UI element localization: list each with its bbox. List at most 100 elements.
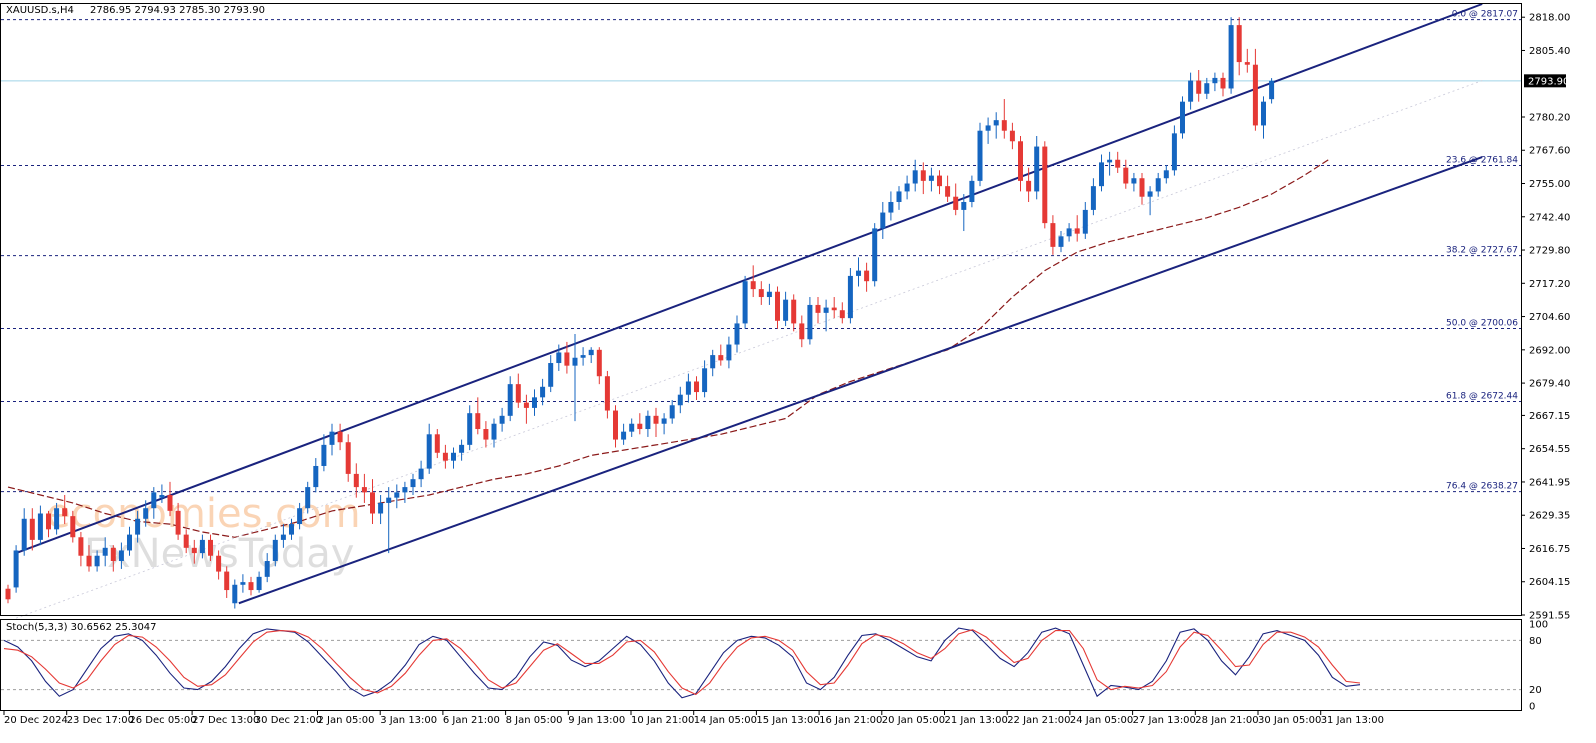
time-tick-label: 8 Jan 05:00 <box>506 715 563 726</box>
candle-body <box>199 539 205 554</box>
fib-level-label: 23.6 @ 2761.84 <box>1446 155 1518 165</box>
candle-body <box>1009 130 1015 142</box>
price-panel[interactable]: 0.0 @ 2817.07 23.6 @ 2761.84 38.2 @ 2727.6… <box>1 3 1521 619</box>
candle <box>1180 96 1185 139</box>
candle-body <box>102 547 108 556</box>
candle <box>183 529 189 554</box>
candle-body <box>94 555 100 567</box>
candle-body <box>831 307 837 311</box>
candle-body <box>1236 25 1242 63</box>
candle-body <box>305 487 311 509</box>
stochastic-axis: 100 80 20 0 <box>1529 620 1548 713</box>
candle <box>1228 17 1234 94</box>
candle-body <box>588 349 594 356</box>
candle <box>775 286 780 329</box>
candle-body <box>945 186 951 197</box>
candle <box>175 502 181 540</box>
candle <box>523 394 529 424</box>
stochastic-lines <box>3 627 1361 699</box>
candle <box>434 429 440 459</box>
candle <box>548 355 554 393</box>
candle <box>937 170 942 195</box>
candle-body <box>572 357 578 366</box>
candle <box>297 502 303 530</box>
candle-body <box>1244 62 1250 65</box>
candle <box>499 407 505 432</box>
candle-body <box>321 444 327 466</box>
time-tick-label: 9 Jan 13:00 <box>568 715 625 726</box>
candle-body <box>216 555 222 572</box>
candle <box>62 495 68 525</box>
candle-body <box>977 130 983 181</box>
candle <box>135 510 141 543</box>
candle-body <box>969 180 975 202</box>
candle <box>604 370 610 419</box>
candle-body <box>750 281 756 290</box>
candle-body <box>54 508 60 530</box>
fib-level-label: 61.8 @ 2672.44 <box>1446 391 1518 401</box>
candle-body <box>280 534 286 540</box>
time-tick-label: 22 Jan 21:00 <box>1007 715 1070 726</box>
candle-body <box>1131 178 1137 184</box>
candle-body <box>1212 77 1218 84</box>
candle <box>888 191 894 221</box>
price-tick-label: 2654.55 <box>1529 444 1570 455</box>
candle <box>1269 78 1275 104</box>
price-tick-label: 2591.55 <box>1529 611 1570 622</box>
candle <box>54 502 60 535</box>
candle-body <box>637 423 643 430</box>
candle-body <box>523 402 529 408</box>
candle-body <box>256 576 262 591</box>
candle-body <box>1220 77 1226 89</box>
stochastic-signal-line <box>3 629 1361 696</box>
candle <box>653 407 659 437</box>
time-tick-label: 30 Dec 21:00 <box>255 715 322 726</box>
price-tick-label: 2692.00 <box>1529 345 1570 356</box>
candle <box>127 526 132 556</box>
candle <box>1252 48 1258 131</box>
price-tick-label: 2767.60 <box>1529 146 1570 157</box>
candle-body <box>175 510 181 535</box>
candle-body <box>29 518 35 540</box>
candle <box>232 579 238 609</box>
price-tick-label: 2616.75 <box>1529 544 1570 555</box>
time-tick-label: 23 Dec 17:00 <box>67 715 134 726</box>
candle-body <box>1188 80 1194 102</box>
candle-body <box>953 196 959 210</box>
candle <box>945 175 951 202</box>
candle <box>645 410 651 437</box>
candle-body <box>459 444 465 453</box>
candle-body <box>37 513 43 540</box>
candle <box>110 545 116 572</box>
stochastic-panel[interactable]: Stoch(5,3,3) 30.6562 25.3047 <box>1 622 1521 699</box>
candle <box>799 315 805 348</box>
candle-body <box>888 201 894 213</box>
candle-body <box>1082 209 1088 234</box>
candle <box>791 294 797 332</box>
time-tick-label: 31 Jan 13:00 <box>1321 715 1384 726</box>
candle-body <box>402 487 408 493</box>
candle-body <box>1090 186 1096 210</box>
candle <box>199 534 205 559</box>
candle-body <box>410 479 416 488</box>
candle-body <box>1171 133 1177 171</box>
candle <box>661 413 667 435</box>
candle-body <box>685 381 691 395</box>
fib-level-label: 38.2 @ 2727.67 <box>1446 246 1518 256</box>
candle-body <box>183 534 189 548</box>
watermark: economies.com FxNewsToday <box>46 491 361 577</box>
price-tick-label: 2805.40 <box>1529 46 1570 57</box>
price-channel[interactable] <box>15 3 1483 619</box>
candle <box>321 434 327 472</box>
candle-body <box>694 381 699 393</box>
ohlc-label: 2786.95 2794.93 2785.30 2793.90 <box>90 5 265 16</box>
candle <box>847 267 853 324</box>
moving-average-line <box>7 159 1329 538</box>
candle-body <box>758 289 764 298</box>
candle <box>758 281 764 305</box>
time-tick-label: 21 Jan 13:00 <box>945 715 1008 726</box>
candle <box>1163 165 1169 184</box>
candle <box>289 518 294 540</box>
stochastic-tick-label: 80 <box>1529 636 1542 647</box>
